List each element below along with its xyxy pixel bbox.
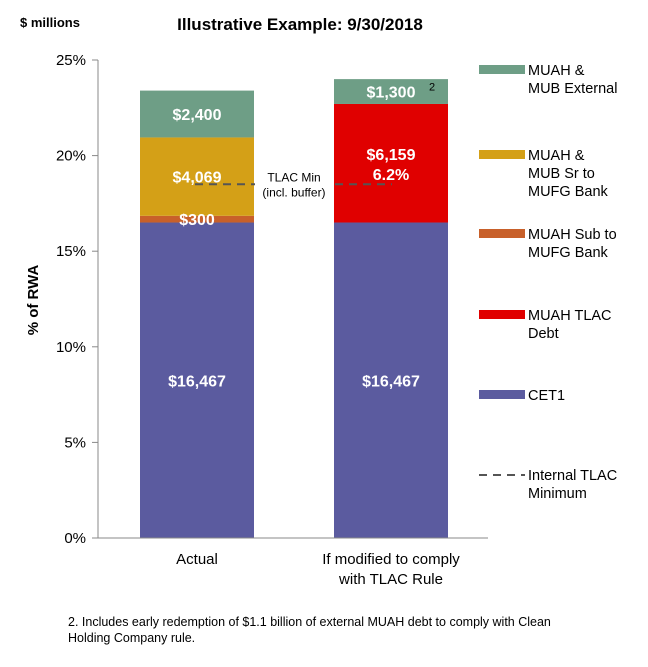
legend-label-tlac_min: Internal TLAC [528, 468, 617, 484]
legend-label-tlac_min: Minimum [528, 486, 587, 502]
legend-swatch-ext [479, 65, 525, 74]
chart-title: Illustrative Example: 9/30/2018 [177, 15, 423, 34]
data-label-cet1: $16,467 [362, 373, 420, 390]
bar-segment-cet1 [334, 222, 448, 538]
bar-segment-tlac_debt [334, 103, 448, 223]
y-tick-label: 0% [64, 530, 86, 547]
bar-segment-sub [140, 215, 254, 223]
bar-segment-sr [140, 137, 254, 216]
data-label-cet1: $16,467 [168, 373, 226, 390]
footnote-line-1: 2. Includes early redemption of $1.1 bil… [68, 615, 551, 629]
legend-label-ext: MUB External [528, 81, 617, 97]
x-category-label: If modified to comply [322, 551, 460, 568]
x-category-label: Actual [176, 551, 218, 568]
x-category-label-line2: with TLAC Rule [338, 571, 443, 588]
data-label-ext: $2,400 [173, 107, 222, 124]
data-sublabel-tlac_debt: 6.2% [373, 167, 409, 184]
legend-swatch-cet1 [479, 390, 525, 399]
y-tick-label: 20% [56, 148, 86, 165]
bar-segment-cet1 [140, 222, 254, 538]
units-label: $ millions [20, 15, 80, 30]
footnote-superscript: 2 [429, 82, 435, 94]
legend-label-cet1: CET1 [528, 388, 565, 404]
bar-segment-ext [140, 90, 254, 138]
tlac-min-label-bg [255, 170, 333, 201]
tlac-min-label: TLAC Min [267, 170, 320, 184]
footnote-line-2: Holding Company rule. [68, 631, 195, 645]
data-label-sub: $300 [179, 212, 215, 229]
legend-swatch-tlac_debt [479, 310, 525, 319]
data-label-ext: $1,300 [367, 85, 416, 102]
legend-label-sub: MUFG Bank [528, 245, 609, 261]
y-axis-label: % of RWA [25, 265, 42, 336]
legend-label-sr: MUAH & [528, 148, 585, 164]
legend-swatch-sub [479, 229, 525, 238]
legend-label-ext: MUAH & [528, 63, 585, 79]
legend-label-sr: MUB Sr to [528, 166, 595, 182]
y-tick-label: 25% [56, 52, 86, 69]
y-tick-label: 15% [56, 243, 86, 260]
data-label-sr: $4,069 [173, 170, 222, 187]
data-label-tlac_debt: $6,159 [367, 147, 416, 164]
y-tick-label: 10% [56, 339, 86, 356]
legend-label-sub: MUAH Sub to [528, 227, 617, 243]
tlac-min-sublabel: (incl. buffer) [262, 185, 325, 199]
legend-label-sr: MUFG Bank [528, 184, 609, 200]
bar-segment-ext [334, 79, 448, 104]
y-tick-label: 5% [64, 434, 86, 451]
legend-label-tlac_debt: Debt [528, 326, 559, 342]
legend-label-tlac_debt: MUAH TLAC [528, 308, 612, 324]
legend-swatch-sr [479, 150, 525, 159]
